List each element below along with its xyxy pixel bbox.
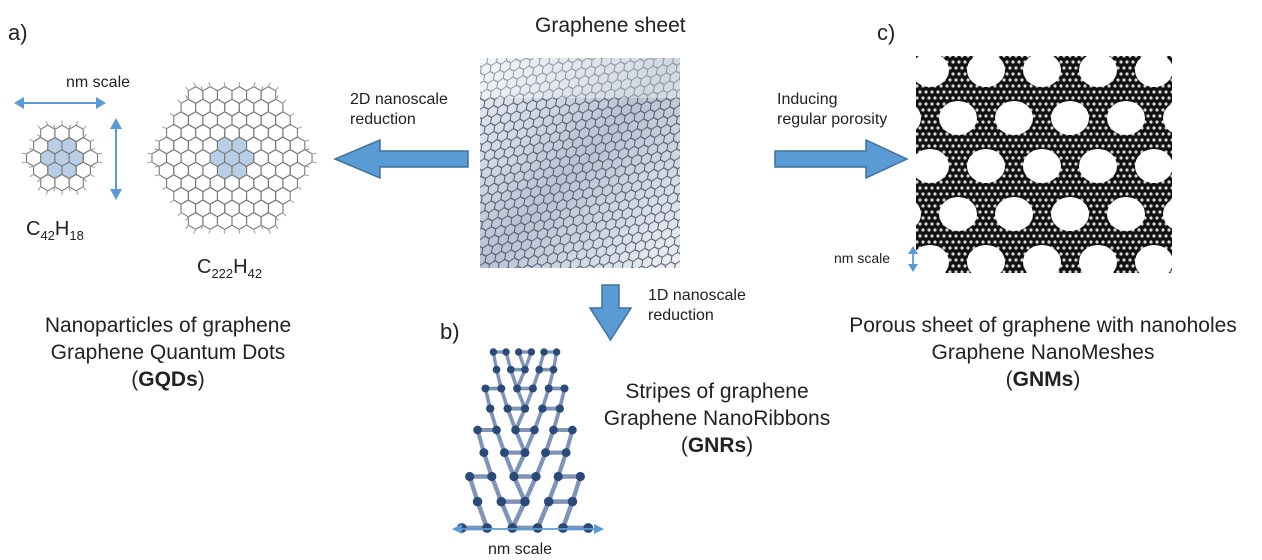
caption-gnms: Porous sheet of graphene with nanoholes … [849,314,1237,391]
panel-c-label: c) [877,20,896,45]
scale-arrow-horizontal-a [14,97,106,109]
formula-c42h18: C42H18 [26,218,84,243]
caption-gnrs: Stripes of graphene Graphene NanoRibbons… [603,380,831,457]
scale-arrow-horizontal-b [452,524,604,534]
down-arrow-label: 1D nanoscale reduction [648,287,746,324]
nanomesh-image [916,56,1172,273]
quantum-dot-large-image [147,81,317,235]
right-arrow-label: Inducing regular porosity [777,91,888,128]
panel-b-label: b) [440,319,460,344]
quantum-dot-small-image [21,120,103,196]
scale-label-c: nm scale [834,250,891,266]
nanoribbon-image [456,348,594,533]
left-arrow [333,138,469,180]
scale-arrow-vertical-a [110,118,122,200]
down-arrow [588,284,633,342]
formula-c222h42: C222H42 [197,256,263,281]
caption-gqds: Nanoparticles of graphene Graphene Quant… [44,314,292,391]
scale-arrow-vertical-c [908,246,918,272]
scale-label-a: nm scale [66,74,131,91]
panel-a-label: a) [8,20,28,45]
graphene-sheet-title: Graphene sheet [535,14,686,37]
scale-label-b: nm scale [488,541,553,558]
left-arrow-label: 2D nanoscale reduction [350,91,448,128]
right-arrow [774,138,909,180]
graphene-sheet-image [480,58,680,268]
